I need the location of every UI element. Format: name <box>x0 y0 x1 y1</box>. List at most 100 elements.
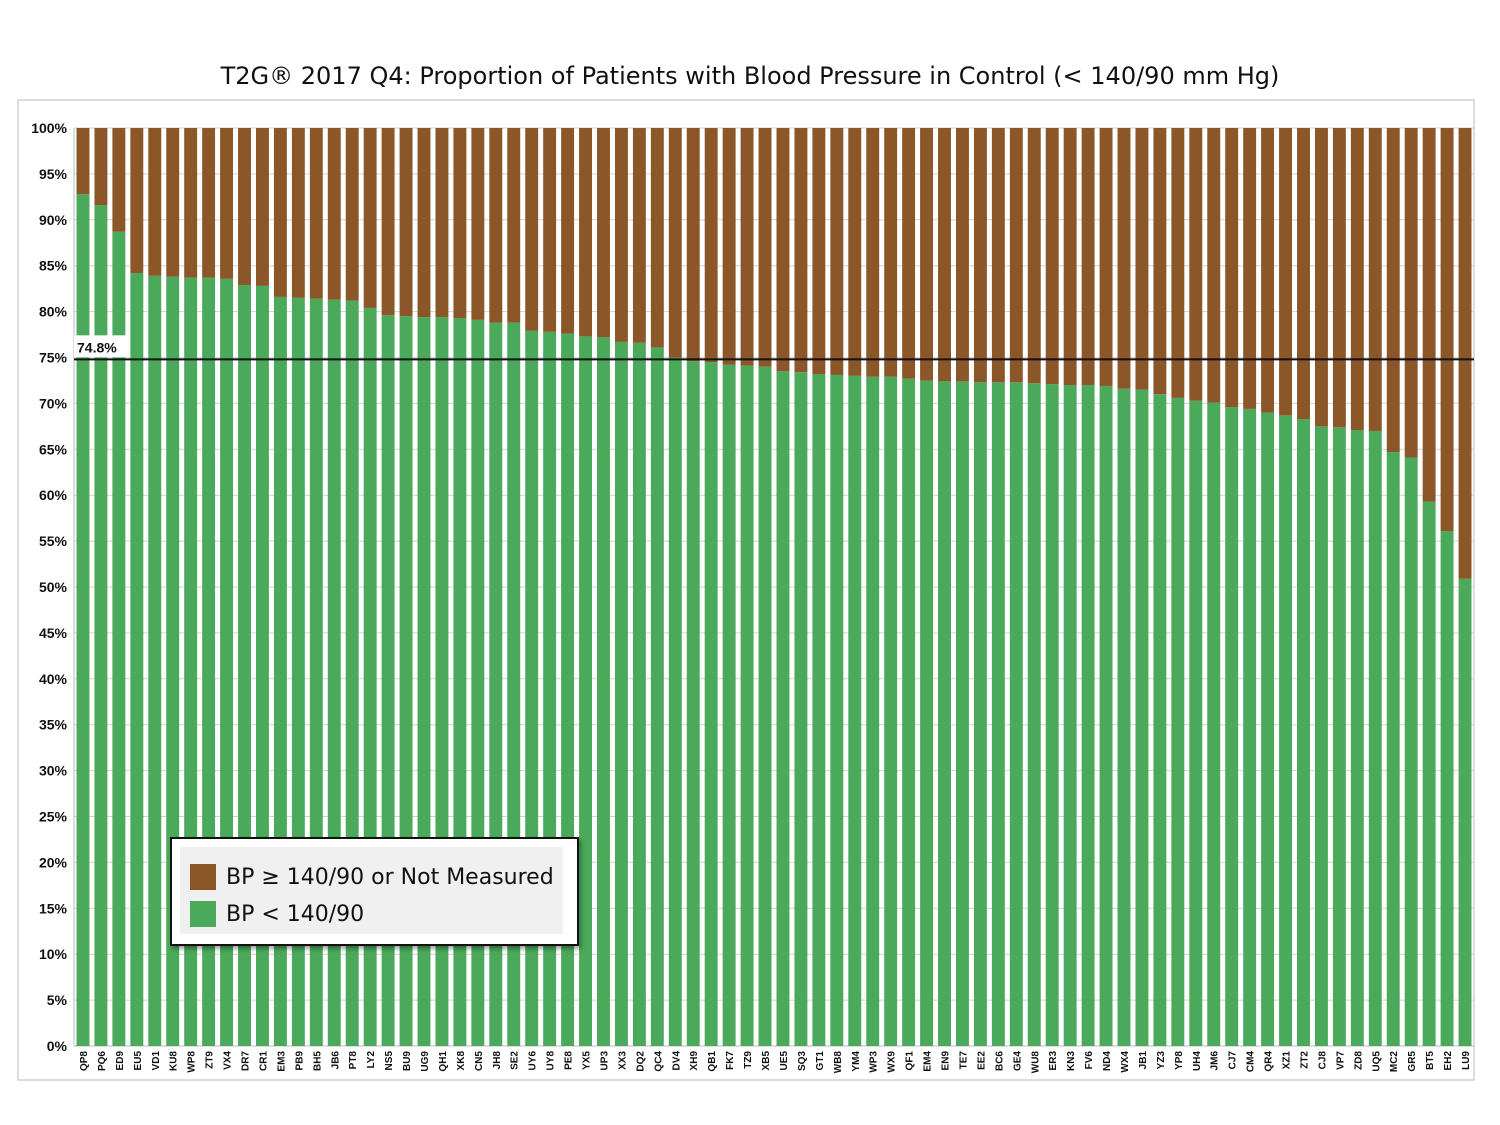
bar-controlled <box>1386 452 1400 1047</box>
bar-not-controlled <box>130 128 144 274</box>
legend-item-not-controlled: BP ≥ 140/90 or Not Measured <box>190 863 554 891</box>
x-tick-label: BT5 <box>1425 1051 1436 1070</box>
bar-controlled <box>130 273 144 1046</box>
bar-controlled <box>148 275 162 1047</box>
x-tick-label: TZ9 <box>743 1051 754 1069</box>
bar-not-controlled <box>381 128 395 316</box>
bar-not-controlled <box>1314 128 1328 427</box>
x-tick-label: WX9 <box>887 1051 898 1073</box>
bar-not-controlled <box>399 128 413 317</box>
bar-not-controlled <box>740 128 754 366</box>
bar-not-controlled <box>1171 128 1185 398</box>
x-tick-label: YX5 <box>582 1051 593 1070</box>
x-tick-label: EM4 <box>923 1051 934 1072</box>
bar-not-controlled <box>597 128 610 338</box>
bar-not-controlled <box>632 128 646 343</box>
x-tick-label: UG9 <box>420 1051 431 1072</box>
bar-controlled <box>579 336 592 1046</box>
y-tick-label: 0% <box>47 1038 68 1054</box>
y-tick-label: 80% <box>39 304 68 320</box>
bar-not-controlled <box>1332 128 1346 428</box>
bar-not-controlled <box>722 128 736 365</box>
y-tick-label: 60% <box>39 487 68 503</box>
y-tick-label: 10% <box>39 946 68 962</box>
x-tick-label: EU5 <box>133 1051 144 1071</box>
x-tick-label: QP8 <box>79 1051 90 1071</box>
x-tick-label: ND4 <box>1102 1051 1113 1071</box>
y-tick-label: 45% <box>39 625 68 641</box>
x-tick-label: PB9 <box>294 1051 305 1071</box>
bar-not-controlled <box>920 128 934 381</box>
grid-layer <box>73 127 1474 1047</box>
x-tick-label: BU9 <box>402 1051 413 1071</box>
x-tick-label: TE7 <box>958 1051 969 1070</box>
bar-not-controlled <box>256 128 269 286</box>
bar-not-controlled <box>1440 128 1454 532</box>
bar-not-controlled <box>417 128 431 318</box>
y-tick-label: 90% <box>39 212 68 228</box>
x-tick-label: ZT9 <box>205 1051 216 1069</box>
bar-not-controlled <box>1368 128 1382 431</box>
bar-not-controlled <box>956 128 969 382</box>
bar-not-controlled <box>76 128 90 195</box>
x-axis: QP8 PQ6 ED9 EU5 VD1 KU8 WP8 ZT9 VX4 DR7 CR1 EM3 PB9 B… <box>79 1051 1472 1074</box>
bar-not-controlled <box>1279 128 1292 416</box>
x-tick-label: CM4 <box>1246 1051 1257 1073</box>
bar-controlled <box>650 347 664 1047</box>
x-tick-label: VD1 <box>151 1051 162 1071</box>
bar-not-controlled <box>614 128 628 342</box>
bar-not-controlled <box>1153 128 1167 395</box>
legend-item-controlled: BP < 140/90 <box>190 900 364 928</box>
bar-not-controlled <box>902 128 916 379</box>
x-tick-label: WB8 <box>833 1051 844 1074</box>
bar-controlled <box>956 381 969 1046</box>
bar-not-controlled <box>579 128 592 337</box>
x-tick-label: MC2 <box>1389 1051 1400 1073</box>
x-tick-label: YM4 <box>851 1051 862 1072</box>
y-tick-label: 75% <box>39 350 68 366</box>
bar-not-controlled <box>202 128 216 278</box>
y-tick-label: 25% <box>39 809 68 825</box>
bar-controlled <box>1297 419 1310 1047</box>
bar-not-controlled <box>1458 128 1472 579</box>
bar-not-controlled <box>884 128 898 377</box>
bar-not-controlled <box>543 128 557 332</box>
bar-controlled <box>597 337 610 1047</box>
bar-not-controlled <box>1063 128 1077 386</box>
bar-not-controlled <box>561 128 575 334</box>
bar-not-controlled <box>1404 128 1418 458</box>
x-tick-label: BC6 <box>994 1051 1005 1071</box>
x-tick-label: QH1 <box>438 1051 449 1072</box>
bar-not-controlled <box>1117 128 1131 389</box>
x-tick-label: ZT2 <box>1299 1051 1310 1069</box>
bar-not-controlled <box>812 128 826 375</box>
bar-controlled <box>830 374 844 1046</box>
bar-not-controlled <box>525 128 539 331</box>
bar-not-controlled <box>1261 128 1275 413</box>
bar-not-controlled <box>704 128 718 363</box>
x-tick-label: ER3 <box>1048 1051 1059 1071</box>
bar-controlled <box>848 375 862 1046</box>
bar-controlled <box>1117 388 1131 1046</box>
x-tick-label: GE4 <box>1012 1051 1023 1071</box>
x-tick-label: UH4 <box>1192 1051 1203 1071</box>
bar-controlled <box>1440 531 1454 1046</box>
x-tick-label: XK8 <box>456 1051 467 1071</box>
bar-not-controlled <box>938 128 951 382</box>
bar-not-controlled <box>220 128 234 279</box>
bar-controlled <box>1099 385 1113 1046</box>
bar-not-controlled <box>686 128 700 362</box>
bar-not-controlled <box>1081 128 1095 386</box>
bar-controlled <box>1279 415 1292 1047</box>
bar-not-controlled <box>112 128 126 232</box>
bar-controlled <box>614 341 628 1046</box>
reference-line-group: 74.8% <box>74 335 1474 361</box>
bar-not-controlled <box>166 128 180 277</box>
x-tick-label: XZ1 <box>1282 1051 1293 1070</box>
bar-not-controlled <box>507 128 521 323</box>
legend-body: BP ≥ 140/90 or Not Measured BP < 140/90 <box>180 847 563 934</box>
bar-not-controlled <box>1027 128 1041 384</box>
x-tick-label: CJ8 <box>1317 1051 1328 1070</box>
bars-layer <box>76 128 1472 1047</box>
